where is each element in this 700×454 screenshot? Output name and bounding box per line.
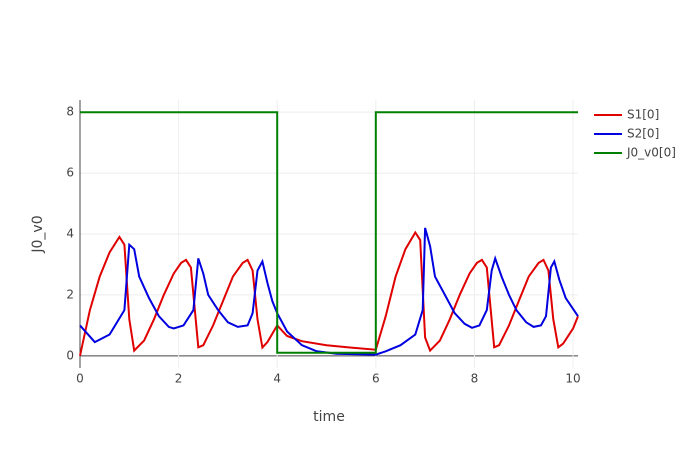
y-tick-label: 2 <box>66 287 74 301</box>
legend-label: J0_v0[0] <box>626 146 676 160</box>
line <box>79 230 579 357</box>
line <box>80 111 578 354</box>
x-tick-label: 6 <box>372 372 380 386</box>
legend-label: S2[0] <box>627 127 659 141</box>
x-tick-label: 2 <box>175 372 183 386</box>
legend-label: S1[0] <box>627 108 659 122</box>
y-tick-label: 6 <box>66 166 74 180</box>
y-tick-label: 4 <box>66 227 74 241</box>
y-tick-label: 0 <box>66 348 74 362</box>
x-tick-label: 10 <box>565 372 580 386</box>
x-axis-label: time <box>313 409 345 425</box>
x-tick-label: 0 <box>76 372 84 386</box>
y-tick-label: 8 <box>66 105 74 119</box>
x-tick-label: 4 <box>273 372 281 386</box>
x-tick-label: 8 <box>471 372 479 386</box>
y-axis-label: J0_v0 <box>30 215 46 253</box>
